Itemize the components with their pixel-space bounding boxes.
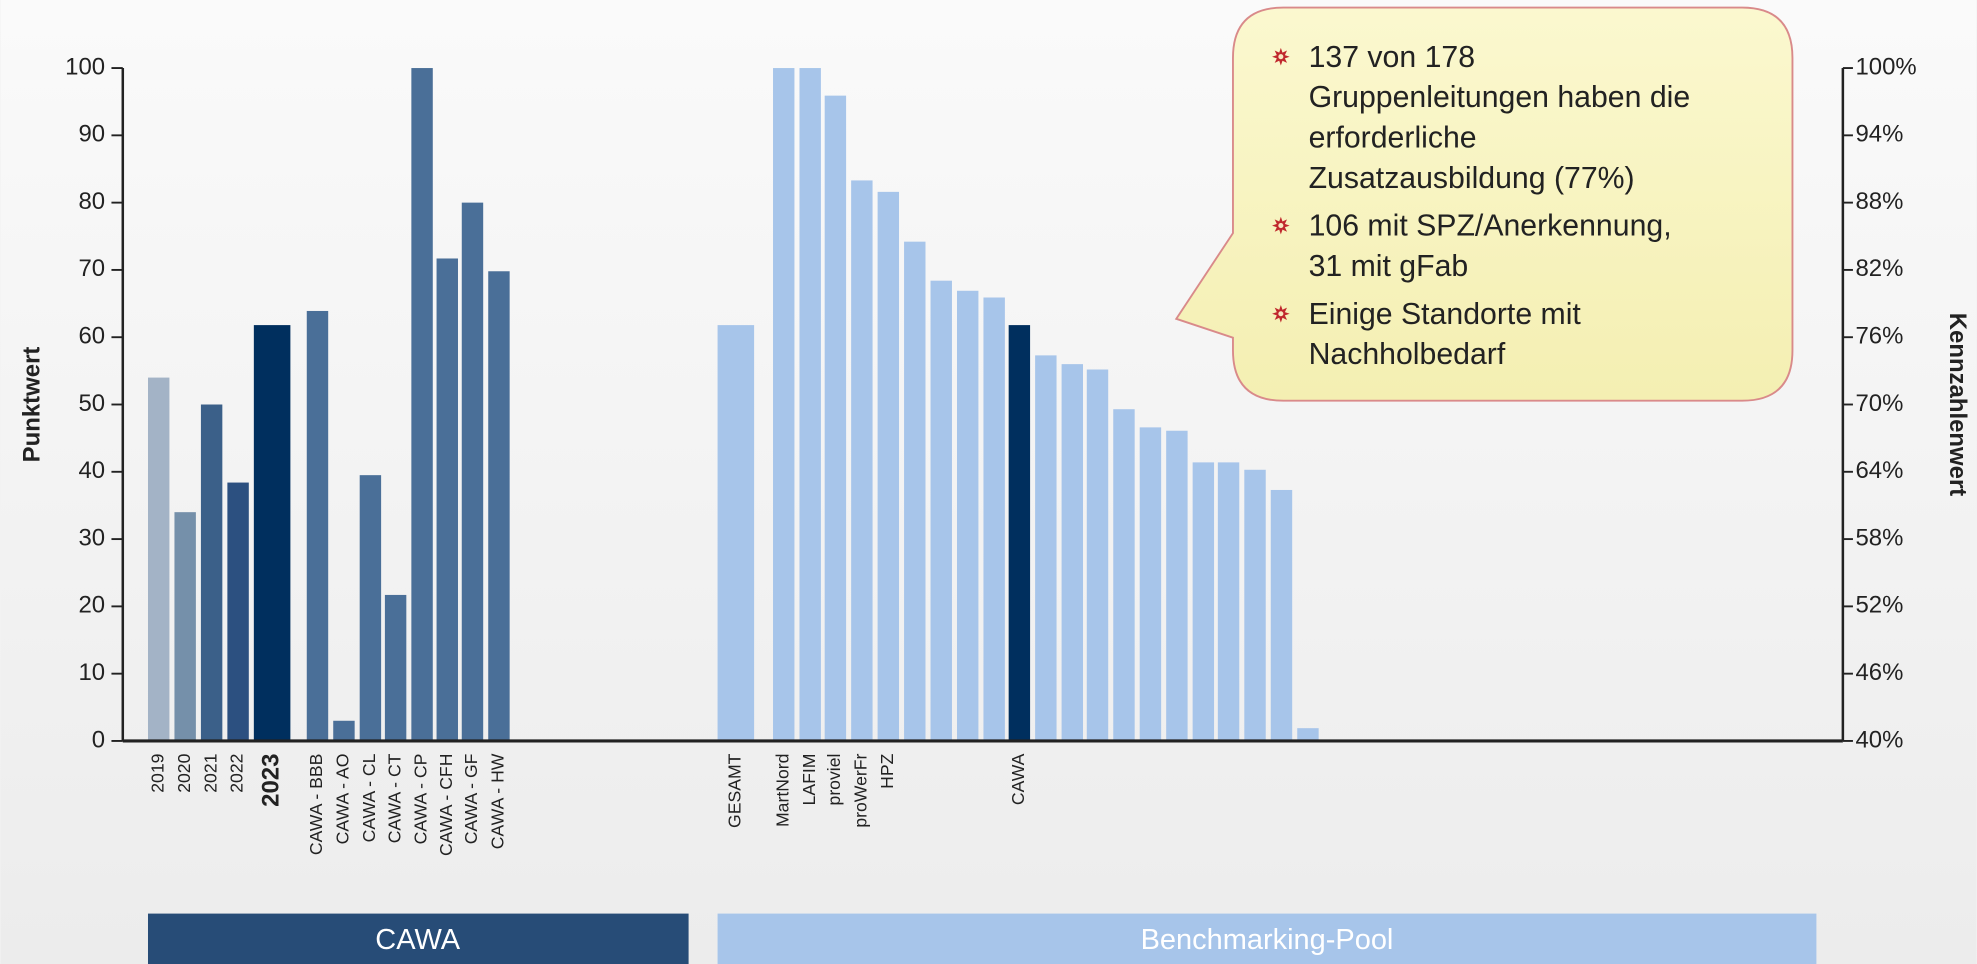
callout-box	[1174, 6, 1794, 402]
y2-tick-label: 70%	[1855, 390, 1903, 417]
y-tick-label: 80	[79, 188, 106, 215]
bar	[824, 95, 847, 741]
bar	[1270, 489, 1293, 741]
bar	[1139, 427, 1162, 741]
x-tick-label: CAWA - CFH	[436, 754, 456, 856]
y2-tick-label: 64%	[1855, 457, 1903, 484]
x-tick-label: CAWA - CT	[384, 753, 404, 843]
y-tick-label: 30	[79, 524, 106, 551]
x-tick-label: proWerFr	[851, 753, 871, 827]
callout-text: 137 von 178	[1309, 41, 1475, 74]
x-tick-label: CAWA - GF	[461, 753, 481, 844]
y-tick-label: 0	[92, 726, 105, 753]
y2-axis-label: Kennzahlenwert	[1944, 313, 1971, 497]
bar	[851, 180, 873, 741]
callout-text: 106 mit SPZ/Anerkennung,	[1309, 210, 1672, 243]
y-tick-label: 60	[79, 323, 106, 350]
bar	[1244, 469, 1266, 741]
bar	[227, 482, 249, 741]
callout-text: Einige Standorte mit	[1309, 298, 1582, 331]
x-tick-label: CAWA - AO	[333, 754, 353, 845]
bar	[1192, 462, 1215, 741]
y-tick-label: 100	[65, 53, 105, 80]
group-label: CAWA	[375, 924, 460, 956]
y2-tick-label: 52%	[1855, 592, 1903, 619]
bar	[436, 258, 458, 741]
callout-text: Gruppenleitungen haben die	[1309, 81, 1691, 114]
bar	[956, 290, 979, 741]
bar	[174, 512, 196, 741]
bar	[1061, 364, 1084, 741]
bar	[799, 68, 821, 741]
bar	[1008, 325, 1031, 741]
x-tick-label: 2020	[174, 753, 194, 792]
bar	[1035, 355, 1057, 741]
x-tick-label: CAWA	[1008, 753, 1028, 805]
callout-text: erforderliche	[1309, 121, 1477, 154]
x-tick-label: CAWA - CP	[411, 754, 431, 845]
y-tick-label: 10	[79, 659, 106, 686]
x-tick-label: 2022	[227, 754, 247, 793]
bar	[333, 720, 355, 741]
y-tick-label: 50	[79, 390, 106, 417]
x-tick-label: CAWA - BBB	[306, 754, 326, 856]
bar	[359, 475, 382, 741]
bar	[773, 68, 795, 741]
x-tick-label: HPZ	[877, 753, 897, 788]
bar	[461, 202, 484, 741]
group-label: Benchmarking-Pool	[1141, 924, 1394, 956]
y-tick-label: 70	[79, 255, 106, 282]
x-tick-label: 2021	[200, 754, 220, 793]
bar	[147, 377, 170, 741]
x-tick-label: 2023	[257, 754, 284, 807]
bar	[717, 325, 755, 741]
callout-text: 31 mit gFab	[1309, 250, 1469, 283]
x-tick-label: 2019	[147, 754, 167, 793]
bar	[877, 191, 900, 741]
x-tick-label: CAWA - HW	[488, 753, 508, 849]
bar	[1086, 369, 1109, 741]
y2-tick-label: 76%	[1855, 323, 1903, 350]
x-tick-label: proviel	[824, 754, 844, 806]
callout: 137 von 178 Gruppenleitungen haben die erf…	[1174, 6, 1794, 402]
bar	[930, 280, 952, 741]
x-tick-label: LAFIM	[799, 754, 819, 806]
x-tick-label: CAWA - CL	[359, 753, 379, 842]
y2-tick-label: 88%	[1855, 188, 1903, 215]
y2-tick-label: 100%	[1855, 53, 1916, 80]
bullet-icon-center	[1278, 311, 1284, 317]
bullet-icon-center	[1278, 223, 1284, 229]
group-band	[147, 913, 689, 964]
bar	[1113, 409, 1135, 741]
x-tick-label: GESAMT	[725, 753, 745, 828]
callout-text: Zusatzausbildung (77%)	[1309, 162, 1635, 195]
bar	[904, 241, 926, 741]
y-axis-label: Punktwert	[19, 347, 46, 463]
y-tick-label: 20	[79, 592, 106, 619]
bar	[1166, 430, 1188, 741]
bar	[1297, 728, 1319, 741]
bar	[411, 68, 433, 741]
bar	[983, 297, 1005, 741]
y2-tick-label: 94%	[1855, 121, 1903, 148]
y-tick-label: 40	[79, 457, 106, 484]
group-band	[717, 913, 1817, 964]
x-tick-label: MartNord	[772, 754, 792, 827]
bar	[488, 271, 510, 741]
bar	[384, 594, 407, 741]
bar	[1217, 462, 1240, 741]
y2-tick-label: 40%	[1855, 726, 1903, 753]
y2-tick-label: 82%	[1855, 255, 1903, 282]
y2-tick-label: 58%	[1855, 524, 1903, 551]
bar	[306, 310, 329, 741]
bullet-icon-center	[1278, 54, 1284, 60]
y-tick-label: 90	[79, 121, 106, 148]
y2-tick-label: 46%	[1855, 659, 1903, 686]
bar	[200, 404, 223, 741]
callout-text: Nachholbedarf	[1309, 338, 1506, 371]
bar	[253, 325, 291, 741]
